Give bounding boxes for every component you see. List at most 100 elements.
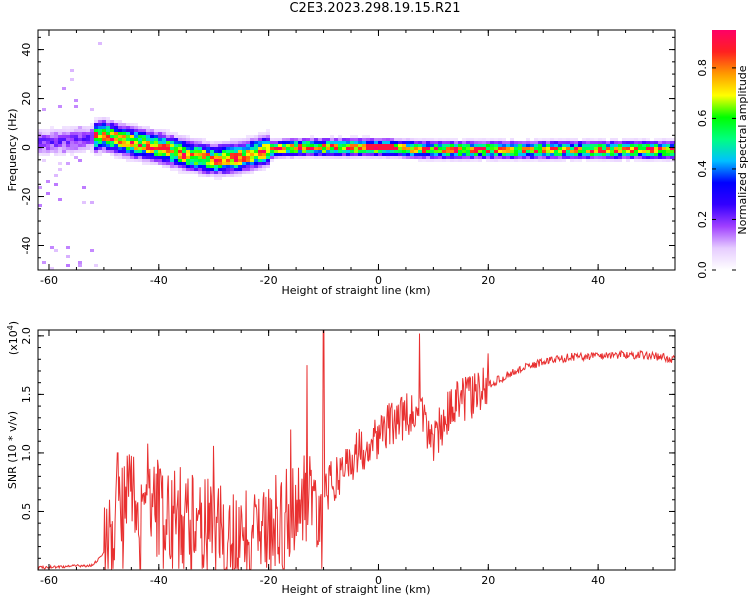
spectrogram-cell [126, 150, 130, 153]
spectrogram-cell [482, 150, 486, 153]
x-tick-label: 20 [481, 274, 495, 287]
spectrogram-cell [338, 153, 342, 156]
spectrogram-cell [354, 138, 358, 141]
spectrogram-cell [118, 135, 122, 138]
spectrogram-cell [414, 153, 418, 156]
spectrogram-cell [246, 150, 250, 153]
spectrogram-cell [150, 135, 154, 138]
spectrogram-cell [234, 150, 238, 153]
spectrogram-cell [118, 123, 122, 126]
spectrogram-cell [526, 141, 530, 144]
spectrogram-cell [326, 156, 330, 159]
spectrogram-cell [618, 159, 622, 162]
spectrogram-cell [446, 141, 450, 144]
spectrogram-cell [90, 144, 94, 147]
spectrogram-cell [598, 150, 602, 153]
spectrogram-cell [94, 264, 98, 267]
spectrogram-cell [142, 162, 146, 165]
spectrogram-cell [442, 144, 446, 147]
spectrogram-cell [398, 150, 402, 153]
spectrogram-cell [94, 138, 98, 141]
spectrogram-cell [334, 144, 338, 147]
spectrogram-cell [146, 147, 150, 150]
spectrogram-cell [118, 144, 122, 147]
spectrogram-cell [170, 135, 174, 138]
spectrogram-cell [362, 156, 366, 159]
spectrogram-cell [670, 144, 674, 147]
spectrogram-cell [638, 144, 642, 147]
spectrogram-cell [622, 147, 626, 150]
spectrogram-cell [74, 126, 78, 129]
spectrogram-cell [566, 138, 570, 141]
spectrogram-cell [322, 156, 326, 159]
spectrogram-cell [574, 153, 578, 156]
spectrogram-cell [58, 129, 62, 132]
spectrogram-cell [570, 144, 574, 147]
spectrogram-cell [314, 156, 318, 159]
spectrogram-cell [222, 168, 226, 171]
spectrogram-cell [558, 141, 562, 144]
spectrogram-cell [238, 156, 242, 159]
spectrogram-cell [190, 141, 194, 144]
spectrogram-cell [142, 138, 146, 141]
spectrogram-cell [146, 159, 150, 162]
spectrogram-cell [254, 156, 258, 159]
spectrogram-cell [390, 156, 394, 159]
spectrogram-cell [42, 108, 46, 111]
spectrogram-cell [550, 144, 554, 147]
spectrogram-cell [146, 153, 150, 156]
spectrogram-cell [550, 147, 554, 150]
spectrogram-cell [66, 129, 70, 132]
spectrogram-cell [586, 156, 590, 159]
spectrogram-cell [390, 147, 394, 150]
spectrogram-cell [150, 138, 154, 141]
spectrogram-cell [630, 156, 634, 159]
spectrogram-cell [170, 165, 174, 168]
spectrogram-cell [554, 144, 558, 147]
spectrogram-cell [106, 144, 110, 147]
spectrogram-cell [634, 144, 638, 147]
spectrogram-cell [638, 159, 642, 162]
spectrogram-cell [190, 147, 194, 150]
spectrogram-cell [306, 147, 310, 150]
spectrogram-cell [106, 150, 110, 153]
spectrogram-cell [626, 156, 630, 159]
spectrogram-cell [330, 138, 334, 141]
spectrogram-cell [322, 138, 326, 141]
spectrogram-cell [110, 147, 114, 150]
spectrogram-cell [638, 138, 642, 141]
spectrogram-cell [66, 135, 70, 138]
spectrogram-cell [114, 126, 118, 129]
spectrogram-cell [86, 129, 90, 132]
spectrogram-cell [94, 141, 98, 144]
spectrogram-cell [306, 153, 310, 156]
spectrogram-cell [614, 138, 618, 141]
spectrogram-cell [230, 153, 234, 156]
spectrogram-cell [438, 147, 442, 150]
spectrogram-cell [262, 147, 266, 150]
spectrogram-cell [334, 156, 338, 159]
spectrogram-cell [258, 147, 262, 150]
spectrogram-cell [246, 135, 250, 138]
spectrogram-cell [90, 126, 94, 129]
spectrogram-cell [90, 108, 94, 111]
spectrogram-cell [498, 156, 502, 159]
spectrogram-cell [586, 144, 590, 147]
spectrogram-cell [194, 153, 198, 156]
spectrogram-cell [470, 147, 474, 150]
spectrogram-cell [522, 147, 526, 150]
spectrogram-cell [166, 159, 170, 162]
spectrogram-cell [202, 153, 206, 156]
spectrogram-cell [418, 138, 422, 141]
spectrogram-cell [82, 132, 86, 135]
spectrogram-cell [174, 144, 178, 147]
spectrogram-cell [642, 153, 646, 156]
spectrogram-cell [46, 153, 50, 156]
spectrogram-cell [214, 147, 218, 150]
spectrogram-cell [162, 138, 166, 141]
spectrogram-cell [70, 69, 74, 72]
spectrogram-cell [378, 153, 382, 156]
spectrogram-cell [226, 159, 230, 162]
spectrogram-cell [46, 180, 50, 183]
spectrogram-cell [54, 132, 58, 135]
